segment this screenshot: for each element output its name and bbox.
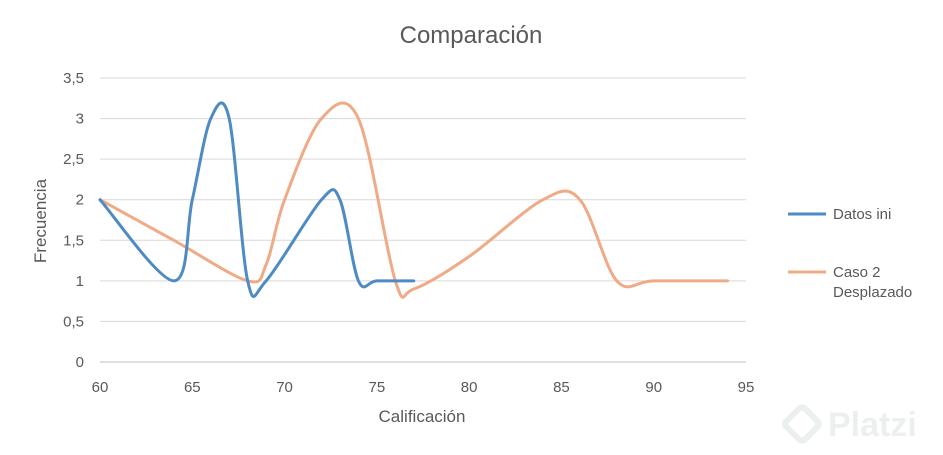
y-tick-label: 2 xyxy=(76,192,84,209)
y-tick-label: 2,5 xyxy=(63,151,84,168)
gridlines xyxy=(100,77,746,363)
x-tick-label: 65 xyxy=(184,379,201,396)
x-tick-label: 95 xyxy=(738,379,755,396)
axes: 0 0,5 1 1,5 2 2,5 3 3,5 60 65 70 75 80 85 90 95 xyxy=(63,70,754,396)
x-tick-label: 75 xyxy=(369,379,386,396)
y-tick-label: 1,5 xyxy=(63,232,84,249)
x-tick-label: 60 xyxy=(92,379,109,396)
platzi-wordmark: Platzi xyxy=(828,406,917,444)
y-tick-label: 0,5 xyxy=(63,313,84,330)
legend-label: Datos ini xyxy=(833,206,891,223)
platzi-watermark: Platzi xyxy=(780,400,940,448)
legend: Datos ini Caso 2 Desplazado xyxy=(788,206,912,301)
y-axis-label: Frecuencia xyxy=(31,178,50,263)
legend-label-line: Caso 2 xyxy=(833,264,881,281)
series-line xyxy=(98,101,730,299)
x-tick-label: 80 xyxy=(461,379,478,396)
x-tick-label: 90 xyxy=(645,379,662,396)
legend-label: Caso 2 Desplazado xyxy=(833,264,912,301)
platzi-logo-icon: Platzi xyxy=(782,404,917,444)
y-tick-label: 3 xyxy=(76,111,84,128)
y-tick-label: 3,5 xyxy=(63,70,84,87)
x-tick-label: 70 xyxy=(276,379,293,396)
legend-label-line: Datos ini xyxy=(833,206,891,223)
x-tick-label: 85 xyxy=(553,379,570,396)
chart-title: Comparación xyxy=(400,22,543,49)
y-tick-label: 1 xyxy=(76,273,84,290)
legend-label-line: Desplazado xyxy=(833,284,912,301)
x-axis-label: Calificación xyxy=(379,407,466,426)
y-tick-label: 0 xyxy=(76,354,84,371)
series-lines xyxy=(98,101,730,299)
series-line xyxy=(98,101,416,298)
